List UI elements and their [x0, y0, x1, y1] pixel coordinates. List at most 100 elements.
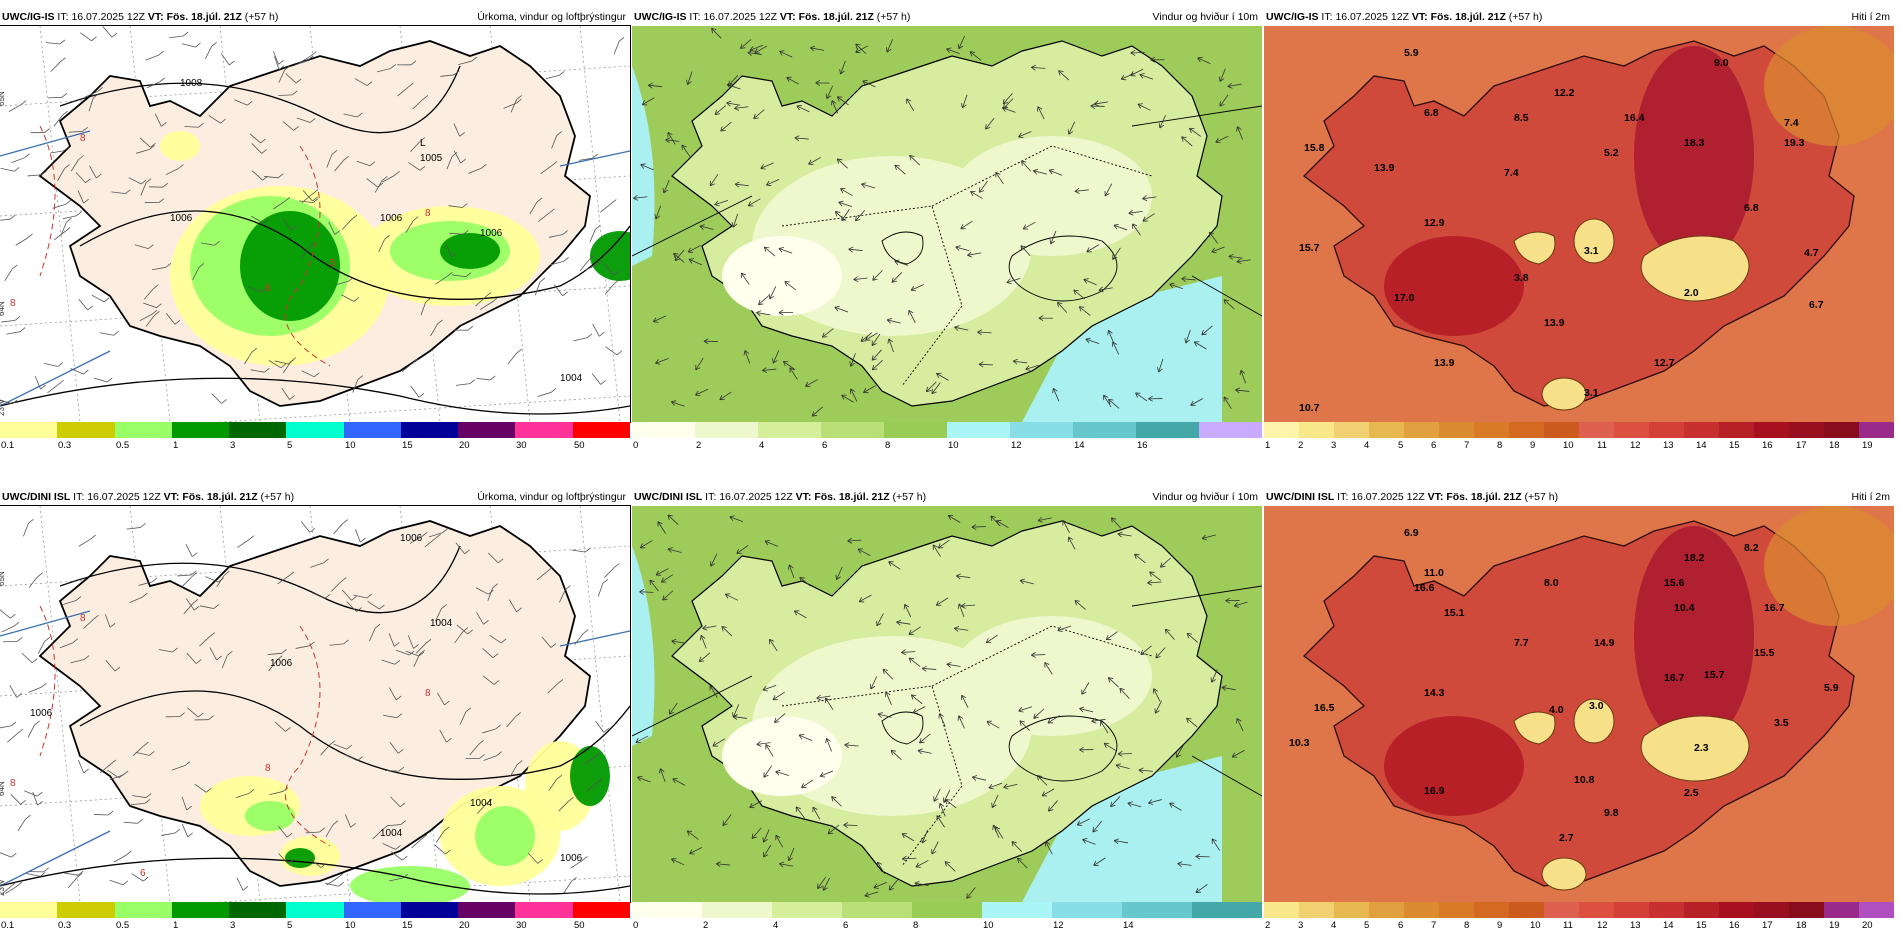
it-label: IT:: [57, 11, 69, 23]
colorbar-tick-label: 30: [516, 440, 527, 451]
colorbar-swatch: [1404, 422, 1439, 438]
map-label: 3.5: [1774, 717, 1789, 729]
colorbar-tick-label: 3: [230, 440, 236, 451]
vt-value: Fös. 18.júl. 21Z: [798, 11, 874, 23]
colorbar-swatch: [1474, 902, 1509, 918]
colorbar-tick-label: 16: [1729, 920, 1740, 931]
colorbar-swatch: [1199, 422, 1262, 438]
map-area: 5.9 9.0 12.2 6.8 8.5 16.4 18.3 7.4 15.8 5.2 19.3 13…: [1264, 26, 1894, 422]
map-label: 4.0: [1549, 704, 1564, 716]
colorbar-tick-label: 8: [885, 440, 891, 451]
map-label: 16.6: [1414, 582, 1435, 594]
map-label: 1005: [420, 153, 443, 164]
map-label: 1006: [400, 533, 423, 544]
colorbar-tick-label: 10: [345, 440, 356, 451]
colorbar-tick-label: 5: [1398, 440, 1404, 451]
colorbar-tick-label: 6: [843, 920, 849, 931]
vt-value: Fös. 18.júl. 21Z: [814, 491, 890, 503]
colorbar-swatch: [1264, 902, 1299, 918]
colorbar-swatch: [229, 902, 287, 918]
map-area: [632, 506, 1262, 902]
colorbar-swatch: [1614, 422, 1649, 438]
colorbar: [632, 422, 1262, 438]
map-label: 1006: [560, 853, 583, 864]
map-label: 14.3: [1424, 687, 1445, 699]
map-label: 15.6: [1664, 577, 1685, 589]
colorbar-tick-label: 16: [1137, 440, 1148, 451]
panel-run-info: UWC/DINI ISL IT: 16.07.2025 12Z VT: Fös.…: [1266, 491, 1558, 503]
colorbar-swatch: [0, 422, 58, 438]
colorbar-swatch: [982, 902, 1052, 918]
map-label: 10.3: [1289, 737, 1310, 749]
colorbar-tick-label: 14: [1696, 440, 1707, 451]
map-label: 10.4: [1674, 602, 1695, 614]
colorbar-tick-label: 0.1: [1, 920, 15, 931]
map-label: 18.2: [1684, 552, 1705, 564]
it-value: 16.07.2025 12Z: [1335, 11, 1409, 23]
colorbar-tick-label: 10: [1530, 920, 1541, 931]
colorbar-tick-label: 0.3: [58, 440, 72, 451]
colorbar-swatch: [1136, 422, 1199, 438]
panel-header: UWC/DINI ISL IT: 16.07.2025 12Z VT: Fös.…: [1264, 488, 1894, 506]
colorbar-tick-label: 10: [983, 920, 994, 931]
map-label: 14.9: [1594, 637, 1615, 649]
colorbar-swatch: [0, 902, 58, 918]
colorbar-tick-label: 14: [1074, 440, 1085, 451]
colorbar-tick-label: 18: [1796, 920, 1807, 931]
colorbar-swatch: [1334, 902, 1369, 918]
lat-label: 65N: [0, 91, 6, 106]
colorbar: [632, 902, 1262, 918]
colorbar-tick-label: 4: [773, 920, 779, 931]
map-label: 12.2: [1554, 87, 1575, 99]
colorbar-tick-label: 16: [1762, 440, 1773, 451]
colorbar-tick-label: 15: [1696, 920, 1707, 931]
map-label: 8: [10, 778, 16, 789]
colorbar-swatch: [1544, 902, 1579, 918]
map-label: 8.2: [1744, 542, 1759, 554]
model-name: UWC/DINI ISL: [1266, 491, 1335, 503]
colorbar-ticks: 0 2 4 6 8 10 12 14 16: [632, 440, 1262, 454]
vt-label: VT:: [779, 11, 796, 23]
colorbar-swatch: [695, 422, 758, 438]
map-label: 16.4: [1624, 112, 1645, 124]
colorbar-tick-label: 6: [1398, 920, 1404, 931]
map-label: 3.1: [1584, 387, 1599, 399]
lat-label: 65N: [0, 571, 6, 586]
map-label: 8.0: [1544, 577, 1559, 589]
map-label: 16.7: [1664, 672, 1685, 684]
map-label: 1006: [380, 213, 403, 224]
map-label: 7.7: [1514, 637, 1529, 649]
colorbar-swatch: [1264, 422, 1299, 438]
precip-area: [475, 806, 535, 866]
colorbar-tick-label: 11: [1563, 920, 1573, 931]
colorbar-swatch: [1684, 902, 1719, 918]
colorbar-swatch: [1369, 422, 1404, 438]
vt-label: VT:: [1427, 491, 1444, 503]
colorbar-ticks: 0.1 0.3 0.5 1 3 5 10 15 20 30 50: [0, 920, 630, 934]
colorbar-tick-label: 6: [1431, 440, 1437, 451]
colorbar-tick-label: 9: [1497, 920, 1503, 931]
map-label: 8: [10, 298, 16, 309]
colorbar-swatch: [1334, 422, 1369, 438]
lead-time: (+57 h): [260, 491, 295, 503]
lead-time: (+57 h): [892, 491, 927, 503]
map-label: 12.7: [1654, 357, 1675, 369]
precip-area: [350, 866, 470, 902]
colorbar-tick-label: 8: [1464, 920, 1470, 931]
colorbar-swatch: [1299, 902, 1334, 918]
colorbar-tick-label: 20: [459, 440, 470, 451]
it-label: IT:: [1321, 11, 1333, 23]
map-label: 10.8: [1574, 774, 1595, 786]
colorbar-swatch: [343, 422, 401, 438]
colorbar-tick-label: 5: [287, 440, 293, 451]
colorbar-swatch: [821, 422, 884, 438]
colorbar-swatch: [772, 902, 842, 918]
colorbar-ticks: 0.1 0.3 0.5 1 3 5 10 15 20 30 50: [0, 440, 630, 454]
colorbar-swatch: [1824, 902, 1859, 918]
colorbar-tick-label: 15: [1729, 440, 1740, 451]
colorbar-tick-label: 2: [1265, 920, 1271, 931]
precip-area: [440, 233, 500, 269]
colorbar-tick-label: 0: [633, 440, 639, 451]
map-label: 9.8: [1604, 807, 1619, 819]
colorbar-tick-label: 12: [1053, 920, 1064, 931]
